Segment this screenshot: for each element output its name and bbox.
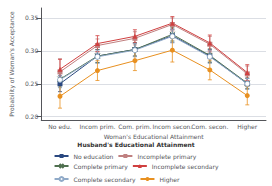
- svg-text:0.35: 0.35: [25, 14, 39, 21]
- svg-text:Incom secon.: Incom secon.: [152, 123, 192, 130]
- svg-text:0.25: 0.25: [25, 80, 39, 87]
- svg-text:Husband's Educational Attainme: Husband's Educational Attainment: [77, 141, 194, 148]
- svg-text:Probability of Woman's Accepta: Probability of Woman's Acceptance: [8, 11, 16, 117]
- svg-text:Complete secondary: Complete secondary: [74, 176, 136, 184]
- svg-text:Higher: Higher: [237, 123, 257, 131]
- svg-text:No edu.: No edu.: [48, 123, 71, 130]
- svg-text:0.20: 0.20: [25, 113, 39, 120]
- svg-text:Incomplete secondary: Incomplete secondary: [152, 163, 219, 171]
- svg-text:Com. prim.: Com. prim.: [118, 123, 151, 131]
- svg-text:Com. secon.: Com. secon.: [191, 123, 228, 130]
- svg-text:Incomplete primary: Incomplete primary: [137, 153, 196, 161]
- svg-text:Incom prim.: Incom prim.: [79, 123, 115, 131]
- svg-text:No education: No education: [74, 153, 114, 160]
- svg-text:Higher: Higher: [159, 176, 179, 184]
- svg-text:Woman's Educational Attainment: Woman's Educational Attainment: [104, 133, 205, 140]
- svg-text:Complete primary: Complete primary: [74, 163, 129, 171]
- svg-text:0.30: 0.30: [25, 47, 39, 54]
